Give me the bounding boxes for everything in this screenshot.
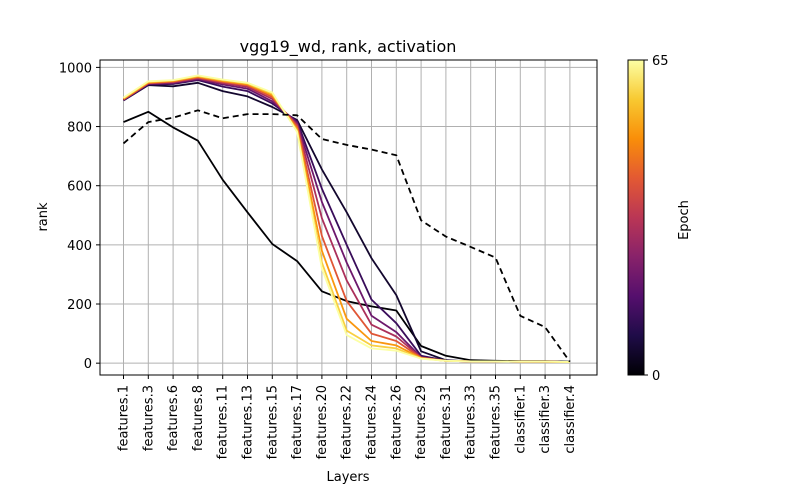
x-tick-label: features.35 [489, 385, 504, 459]
series-line-dashed [122, 109, 571, 363]
x-tick-label: features.3 [141, 385, 156, 451]
series-layer [122, 74, 571, 363]
x-axis: features.1 features.3 features.6 features.8… [117, 375, 578, 459]
x-tick-label: features.8 [191, 385, 206, 451]
y-tick-label: 0 [84, 357, 92, 372]
grid [100, 60, 597, 375]
colorbar: 65 0 Epoch [627, 54, 692, 384]
y-tick-label: 600 [67, 180, 92, 195]
x-tick-label: features.15 [265, 385, 280, 459]
y-tick-label: 1000 [59, 61, 92, 76]
x-tick-label: features.20 [315, 385, 330, 459]
x-tick-label: features.26 [389, 385, 404, 459]
series-line-epoch-65 [123, 74, 570, 363]
y-tick-label: 800 [67, 121, 92, 136]
x-tick-label: features.6 [166, 385, 181, 451]
x-tick-label: features.22 [340, 385, 355, 459]
y-axis-label: rank [36, 202, 51, 232]
y-tick-label: 400 [67, 239, 92, 254]
x-tick-label: classifier.4 [563, 385, 578, 454]
x-tick-label: features.1 [117, 385, 132, 451]
x-tick-label: features.17 [290, 385, 305, 459]
x-tick-label: features.31 [439, 385, 454, 459]
x-tick-label: features.24 [365, 385, 380, 459]
x-tick-label: features.13 [241, 385, 256, 459]
x-tick-label: classifier.1 [513, 385, 528, 454]
x-tick-label: features.11 [216, 385, 231, 459]
y-axis: 0 200 400 600 800 1000 [59, 61, 100, 372]
colorbar-gradient [627, 59, 645, 376]
plot-frame [99, 59, 598, 376]
x-tick-label: features.29 [414, 385, 429, 459]
x-tick-label: features.33 [464, 385, 479, 459]
colorbar-min-label: 0 [652, 369, 660, 384]
y-tick-label: 200 [67, 298, 92, 313]
x-axis-label: Layers [326, 470, 369, 485]
x-tick-label: classifier.3 [538, 385, 553, 454]
colorbar-max-label: 65 [652, 54, 669, 69]
chart-title: vgg19_wd, rank, activation [240, 37, 457, 57]
colorbar-label: Epoch [677, 200, 692, 240]
